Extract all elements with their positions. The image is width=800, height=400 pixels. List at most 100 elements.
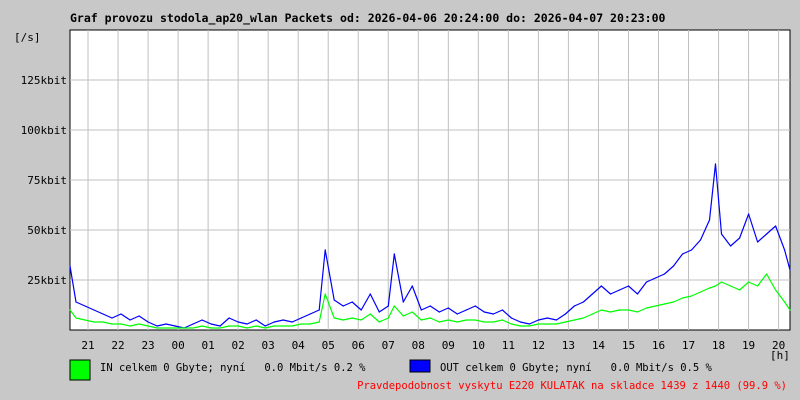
- data-point-in: [784, 301, 786, 303]
- series-layer: [69, 163, 791, 329]
- x-tick-label: 03: [262, 339, 275, 352]
- x-tick-label: 13: [562, 339, 575, 352]
- data-point-out: [156, 325, 158, 327]
- y-tick-label: 125kbit: [21, 74, 67, 87]
- data-point-out: [564, 313, 567, 315]
- data-point-out: [730, 245, 732, 247]
- data-point-in: [789, 309, 791, 311]
- data-point-in: [681, 297, 684, 299]
- chart-title: Graf provozu stodola_ap20_wlan Packets o…: [70, 11, 666, 26]
- data-point-out: [420, 309, 422, 311]
- data-point-out: [93, 309, 95, 311]
- data-point-out: [273, 321, 275, 323]
- data-point-in: [582, 317, 585, 319]
- data-point-in: [219, 327, 221, 329]
- data-point-out: [138, 315, 140, 317]
- x-tick-label: 22: [111, 339, 124, 352]
- data-point-in: [120, 323, 122, 325]
- x-tick-label: 19: [742, 339, 755, 352]
- data-point-out: [573, 305, 576, 307]
- legend-swatch-in: [69, 359, 91, 381]
- data-point-in: [156, 327, 158, 329]
- data-point-out: [255, 319, 257, 321]
- data-point-out: [690, 249, 693, 251]
- data-point-out: [609, 293, 612, 295]
- data-point-out: [474, 305, 476, 307]
- data-point-in: [192, 327, 194, 329]
- data-point-out: [645, 281, 648, 283]
- y-tick-label: 50kbit: [27, 224, 67, 237]
- data-point-in: [255, 325, 257, 327]
- data-point-in: [411, 311, 413, 313]
- data-point-out: [537, 319, 540, 321]
- data-point-in: [720, 281, 723, 283]
- data-point-in: [739, 289, 741, 291]
- data-point-out: [429, 305, 431, 307]
- y-tick-label: 75kbit: [27, 174, 67, 187]
- data-point-in: [75, 317, 77, 319]
- data-point-out: [456, 313, 458, 315]
- data-point-in: [474, 319, 476, 321]
- data-point-out: [784, 249, 786, 251]
- data-point-out: [387, 305, 389, 307]
- data-point-in: [210, 327, 212, 329]
- x-tick-label: 16: [652, 339, 665, 352]
- data-point-out: [483, 311, 485, 313]
- x-tick-label: 02: [232, 339, 245, 352]
- data-point-in: [111, 323, 113, 325]
- data-point-out: [720, 233, 723, 235]
- y-axis-unit-label: [/s]: [14, 31, 41, 44]
- data-point-in: [775, 289, 777, 291]
- data-point-out: [438, 311, 440, 313]
- x-tick-label: 08: [412, 339, 425, 352]
- data-point-out: [84, 305, 86, 307]
- data-point-in: [69, 309, 71, 311]
- data-point-out: [627, 285, 630, 287]
- data-point-out: [748, 213, 750, 215]
- data-point-in: [438, 321, 440, 323]
- data-point-in: [699, 291, 702, 293]
- data-point-out: [757, 241, 759, 243]
- data-point-out: [789, 269, 791, 271]
- data-point-in: [766, 273, 768, 275]
- data-point-out: [447, 307, 449, 309]
- data-point-out: [324, 249, 326, 251]
- y-axis-ticks: 25kbit 50kbit 75kbit 100kbit 125kbit: [21, 74, 67, 287]
- data-point-out: [582, 301, 585, 303]
- data-point-in: [378, 321, 380, 323]
- x-tick-label: 23: [141, 339, 154, 352]
- data-point-out: [411, 285, 413, 287]
- data-point-in: [555, 323, 558, 325]
- data-point-out: [672, 265, 675, 267]
- data-point-in: [492, 321, 494, 323]
- data-point-in: [618, 309, 621, 311]
- data-point-out: [681, 253, 684, 255]
- data-point-out: [237, 321, 239, 323]
- data-point-in: [174, 327, 176, 329]
- data-point-out: [369, 293, 371, 295]
- data-point-in: [672, 301, 675, 303]
- x-tick-label: 07: [382, 339, 395, 352]
- data-point-in: [663, 303, 666, 305]
- data-point-out: [739, 237, 741, 239]
- y-tick-label: 25kbit: [27, 274, 67, 287]
- data-point-out: [147, 321, 149, 323]
- data-point-out: [111, 317, 113, 319]
- data-point-out: [591, 293, 594, 295]
- data-point-in: [282, 325, 284, 327]
- data-point-out: [246, 323, 248, 325]
- data-point-in: [84, 319, 86, 321]
- data-point-out: [492, 313, 494, 315]
- data-point-out: [519, 321, 522, 323]
- data-point-out: [465, 309, 467, 311]
- data-point-in: [537, 323, 540, 325]
- data-point-out: [393, 253, 395, 255]
- data-point-in: [609, 311, 612, 313]
- x-tick-label: 17: [682, 339, 695, 352]
- data-point-out: [546, 317, 549, 319]
- data-point-in: [465, 319, 467, 321]
- data-point-out: [201, 319, 203, 321]
- data-point-out: [510, 317, 512, 319]
- x-tick-label: 20: [772, 339, 785, 352]
